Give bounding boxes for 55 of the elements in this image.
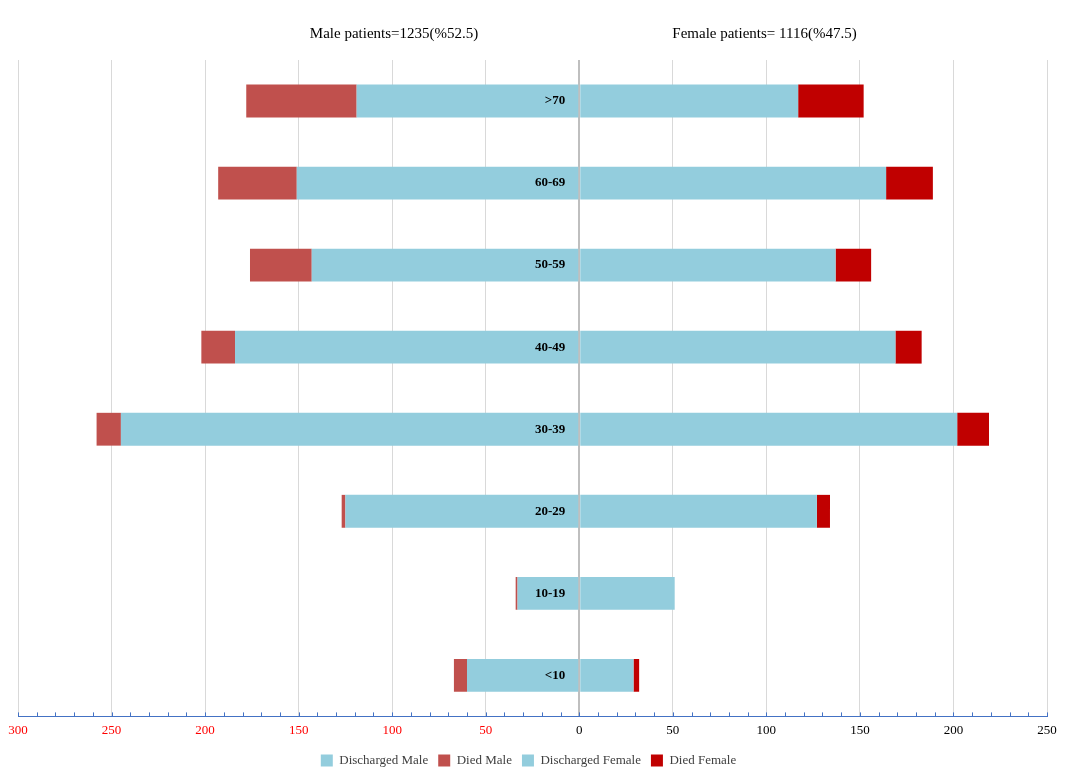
bar <box>246 84 357 118</box>
bar <box>633 658 640 692</box>
y-tick-label: 40-49 <box>534 338 566 354</box>
bar <box>580 412 958 446</box>
bar <box>835 248 872 282</box>
bar <box>201 330 236 364</box>
legend-label: Discharged Male <box>339 751 429 767</box>
y-tick-label: 10-19 <box>534 584 566 600</box>
x-tick-label: 100 <box>382 721 402 737</box>
bar <box>895 330 922 364</box>
x-tick-label: 300 <box>8 721 28 737</box>
x-tick-label: 150 <box>288 721 309 737</box>
legend-label: Discharged Female <box>540 751 642 767</box>
bar <box>580 494 817 528</box>
bar <box>249 248 312 282</box>
x-tick-label: 250 <box>1037 721 1057 737</box>
y-tick-label: 50-59 <box>534 256 566 272</box>
y-tick-label: >70 <box>544 92 566 108</box>
text: Female patients= 1116(%47.5) <box>672 25 857 42</box>
x-tick-label: 50 <box>666 721 680 737</box>
x-tick-label: 0 <box>576 721 583 737</box>
text: Male patients=1235(%52.5) <box>309 25 479 42</box>
bar <box>798 84 864 118</box>
x-tick-label: 100 <box>756 721 777 737</box>
bar <box>580 248 836 282</box>
bar <box>957 412 989 446</box>
legend-label: Died Female <box>669 751 737 767</box>
x-tick-label: 200 <box>943 721 964 737</box>
bar <box>580 576 675 610</box>
legend-label: Died Male <box>456 751 513 767</box>
x-tick-label: 150 <box>850 721 870 737</box>
bar <box>296 166 579 200</box>
bar <box>96 412 121 446</box>
bar <box>580 84 799 118</box>
bar <box>218 166 297 200</box>
bar <box>120 412 579 446</box>
x-tick-label: 200 <box>195 721 215 737</box>
bar <box>467 658 579 692</box>
bar <box>453 658 468 692</box>
bar <box>580 166 887 200</box>
bar <box>235 330 579 364</box>
x-tick-label: 50 <box>479 721 493 737</box>
bar <box>517 576 579 610</box>
bar <box>580 330 896 364</box>
y-tick-label: <10 <box>544 666 566 682</box>
bar <box>311 248 579 282</box>
x-tick-label: 250 <box>101 721 122 737</box>
bar <box>356 84 579 118</box>
y-tick-label: 60-69 <box>534 174 566 190</box>
bar <box>816 494 830 528</box>
y-tick-label: 30-39 <box>534 420 566 436</box>
bar <box>580 658 634 692</box>
bar <box>886 166 933 200</box>
y-tick-label: 20-29 <box>534 502 566 518</box>
bar <box>345 494 579 528</box>
